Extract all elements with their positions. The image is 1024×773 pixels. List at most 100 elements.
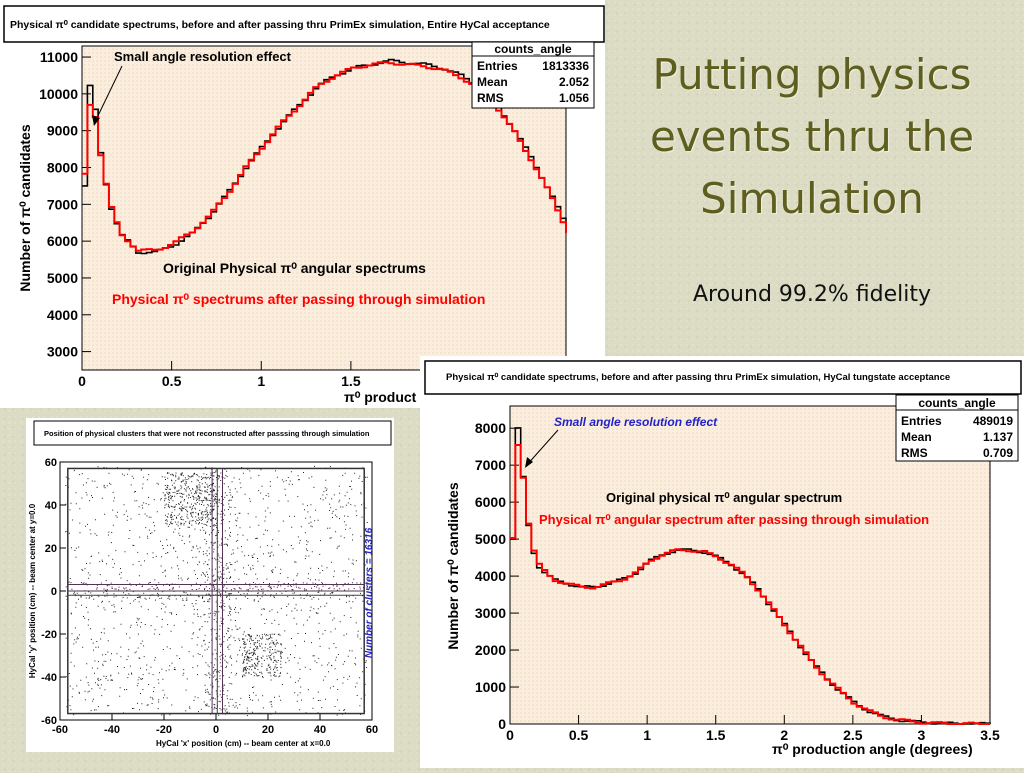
y-tick-label: 4000 xyxy=(47,307,78,323)
y-tick-label: 60 xyxy=(45,457,57,469)
y-tick-label: 20 xyxy=(45,543,57,555)
y-tick-label: 10000 xyxy=(39,86,78,102)
x-tick-label: 1 xyxy=(643,727,651,743)
plot2-ylabel: Number of π⁰ candidates xyxy=(445,482,461,649)
plot1-stats-mean: 2.052 xyxy=(559,75,589,89)
plot1-stats-entries: 1813336 xyxy=(542,59,589,73)
x-tick-label: 0 xyxy=(78,373,86,389)
plot1-stats-mean-label: Mean xyxy=(477,75,508,89)
x-tick-label: 0.5 xyxy=(569,727,589,743)
x-tick-label: 60 xyxy=(366,724,378,736)
plot2-legend-red: Physical π⁰ angular spectrum after passi… xyxy=(539,512,929,527)
plot1-stats-rms: 1.056 xyxy=(559,91,589,105)
y-tick-label: 40 xyxy=(45,500,57,512)
plot1-xlabel: π⁰ product xyxy=(344,389,417,405)
y-tick-label: 0 xyxy=(51,586,57,598)
plot3-panel: Position of physical clusters that were … xyxy=(26,418,394,752)
y-tick-label: 7000 xyxy=(47,196,78,212)
plot2-stats-rms-label: RMS xyxy=(901,446,928,460)
plot3-side-label: Number of clusters = 16316 xyxy=(364,527,375,658)
plot2-stats-mean-label: Mean xyxy=(901,430,932,444)
y-tick-label: 4000 xyxy=(475,568,506,584)
x-tick-label: 3.5 xyxy=(980,727,1000,743)
y-tick-label: 1000 xyxy=(475,679,506,695)
plot1-stats-name: counts_angle xyxy=(494,42,572,56)
plot1-axes: 3000 4000 5000 6000 7000 8000 9000 10000 11000 0 0… xyxy=(39,49,540,389)
fidelity-text: Around 99.2% fidelity xyxy=(692,282,932,307)
x-tick-label: 1 xyxy=(257,373,265,389)
plot2-series xyxy=(510,427,991,725)
plot3-svg: Position of physical clusters that were … xyxy=(28,420,392,748)
y-tick-label: 6000 xyxy=(47,233,78,249)
plot2-annotation: Small angle resolution effect xyxy=(554,415,718,429)
x-tick-label: 0 xyxy=(506,727,514,743)
x-tick-label: 40 xyxy=(314,724,326,736)
x-tick-label: -20 xyxy=(156,724,172,736)
x-tick-label: 1.5 xyxy=(706,727,726,743)
slide-title-line-3: Simulation xyxy=(700,174,924,223)
y-tick-label: 9000 xyxy=(47,123,78,139)
x-tick-label: -60 xyxy=(52,724,68,736)
plot1-ylabel: Number of π⁰ candidates xyxy=(17,124,33,291)
plot2-stats-entries: 489019 xyxy=(973,414,1013,428)
y-tick-label: 8000 xyxy=(47,160,78,176)
plot1-stats-box: counts_angle Entries 1813336 Mean 2.052 … xyxy=(471,41,595,109)
plot3-points xyxy=(65,465,368,717)
plot1-legend-red: Physical π⁰ spectrums after passing thro… xyxy=(112,291,485,307)
y-tick-label: 0 xyxy=(498,716,506,732)
plot1-legend-black: Original Physical π⁰ angular spectrums xyxy=(163,260,426,276)
x-tick-label: -40 xyxy=(104,724,120,736)
plot2-stats-name: counts_angle xyxy=(918,396,996,410)
plot2-panel: Physical π⁰ candidate spectrums, before … xyxy=(420,356,1024,768)
x-tick-label: 3 xyxy=(918,727,926,743)
y-tick-label: 3000 xyxy=(47,344,78,360)
x-tick-label: 20 xyxy=(262,724,274,736)
x-tick-label: 2 xyxy=(780,727,788,743)
y-tick-label: -20 xyxy=(41,629,57,641)
y-tick-label: 5000 xyxy=(47,270,78,286)
y-tick-label: -40 xyxy=(41,672,57,684)
scatter-points xyxy=(65,465,368,717)
plot2-arrow-head xyxy=(525,457,533,468)
plot2-title-box xyxy=(424,360,1022,395)
slide-title-line-2: events thru the xyxy=(649,112,975,161)
y-tick-label: -60 xyxy=(41,715,57,727)
y-tick-label: 3000 xyxy=(475,605,506,621)
y-tick-label: 7000 xyxy=(475,457,506,473)
plot2-svg: Physical π⁰ candidate spectrums, before … xyxy=(424,360,1022,757)
y-tick-label: 6000 xyxy=(475,494,506,510)
y-tick-label: 5000 xyxy=(475,531,506,547)
plot1-svg: Physical π⁰ candidate spectrums, before … xyxy=(3,5,605,405)
plot2-axes: 0 1000 2000 3000 4000 5000 6000 7000 8000 0 0.5 1 1.… xyxy=(475,420,1000,743)
plot2-stats-entries-label: Entries xyxy=(901,414,942,428)
y-tick-label: 2000 xyxy=(475,642,506,658)
plot1-title-box xyxy=(3,5,605,43)
plot1-annotation-arrow xyxy=(93,65,123,125)
plot3-ylabel: HyCal 'y' position (cm) -- beam center a… xyxy=(28,503,37,678)
slide-title-line-1: Putting physics xyxy=(652,50,972,99)
plot1-annotation: Small angle resolution effect xyxy=(114,49,292,64)
plot2-stats-mean: 1.137 xyxy=(983,430,1013,444)
x-tick-label: 1.5 xyxy=(341,373,361,389)
plot3-xlabel: HyCal 'x' position (cm) -- beam center a… xyxy=(156,739,331,748)
plot3-title-box xyxy=(33,420,392,446)
plot3-guide-lines xyxy=(67,467,365,715)
plot1-title: Physical π⁰ candidate spectrums, before … xyxy=(10,19,550,31)
plot2-stats-rms: 0.709 xyxy=(983,446,1013,460)
plot2-title: Physical π⁰ candidate spectrums, before … xyxy=(446,372,950,383)
slide-title: Putting physics events thru the Simulati… xyxy=(612,44,1012,230)
series-line-simulated xyxy=(510,444,990,725)
plot3-axes: 60 40 20 0 -20 -40 -60-60 -40 -20 0 20 40 60 xyxy=(41,457,378,736)
x-tick-label: 0.5 xyxy=(162,373,182,389)
plot1-stats-entries-label: Entries xyxy=(477,59,518,73)
plot2-stats-box: counts_angle Entries 489019 Mean 1.137 R… xyxy=(895,394,1019,462)
plot2-legend-black: Original physical π⁰ angular spectrum xyxy=(606,490,842,505)
x-tick-label: 2.5 xyxy=(843,727,863,743)
y-tick-label: 8000 xyxy=(475,420,506,436)
y-tick-label: 11000 xyxy=(40,49,78,65)
plot1-panel: Physical π⁰ candidate spectrums, before … xyxy=(0,0,605,408)
plot1-arrow-head xyxy=(92,115,100,126)
plot2-annotation-arrow xyxy=(525,429,559,467)
plot2-xlabel: π⁰ production angle (degrees) xyxy=(772,741,973,757)
plot1-stats-rms-label: RMS xyxy=(477,91,504,105)
